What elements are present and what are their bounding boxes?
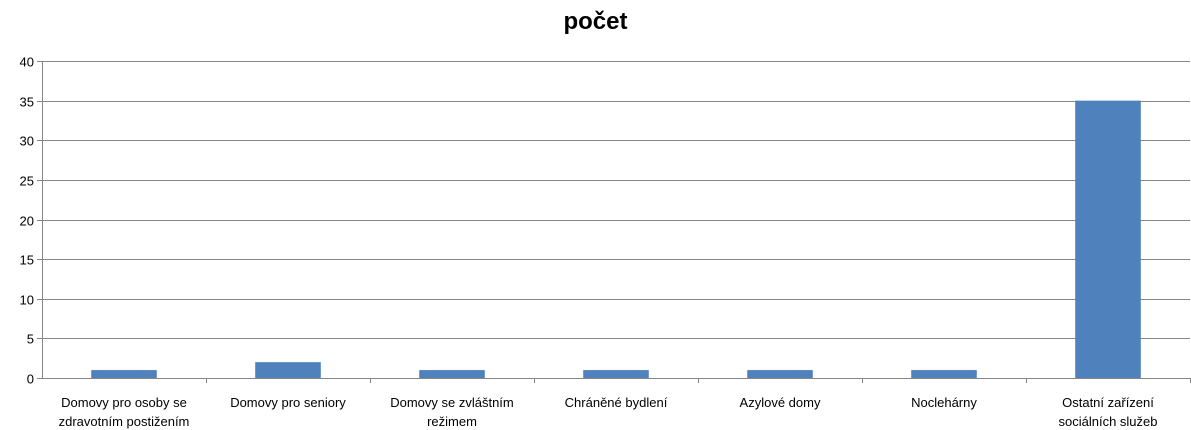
bar <box>747 370 813 378</box>
bar <box>419 370 485 378</box>
gridlines <box>37 61 1190 379</box>
x-tick-label: Domovy se zvláštním režimem <box>390 395 514 429</box>
y-tick-label: 25 <box>20 174 34 189</box>
bar <box>583 370 649 378</box>
y-tick-labels: 0 5 10 15 20 25 30 35 40 <box>20 55 34 387</box>
y-tick-label: 15 <box>20 253 34 268</box>
y-tick-label: 20 <box>20 214 34 229</box>
x-tick-label: Domovy pro seniory <box>230 395 346 410</box>
y-tick-label: 35 <box>20 95 34 110</box>
bar <box>1075 100 1141 378</box>
y-tick-label: 0 <box>27 372 34 387</box>
chart-title: počet <box>563 8 628 35</box>
bar <box>91 370 157 378</box>
x-tick-label: Noclehárny <box>911 395 977 410</box>
x-tick-label: Chráněné bydlení <box>565 395 668 410</box>
bars <box>91 100 1141 378</box>
axes <box>42 61 1191 383</box>
y-tick-label: 10 <box>20 293 34 308</box>
x-tick-label: Ostatní zařízení sociálních služeb <box>1059 395 1158 429</box>
x-tick-labels: Domovy pro osoby se zdravotním postižením… <box>59 395 1158 429</box>
y-tick-label: 30 <box>20 134 34 149</box>
x-tick-label: Azylové domy <box>740 395 821 410</box>
x-tick-label: Domovy pro osoby se zdravotním postižením <box>59 395 190 429</box>
bar <box>255 362 321 378</box>
bar <box>911 370 977 378</box>
y-tick-label: 40 <box>20 55 34 70</box>
y-tick-label: 5 <box>27 332 34 347</box>
